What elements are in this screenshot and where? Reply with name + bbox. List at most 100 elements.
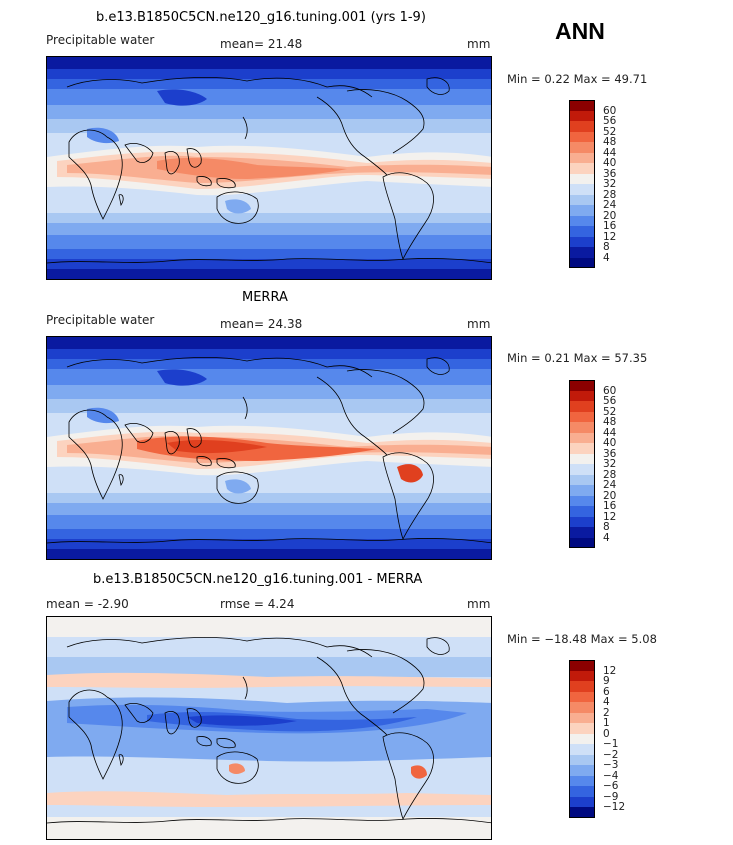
panel-2-map-svg — [47, 337, 491, 559]
colorbar-swatch — [569, 744, 595, 755]
colorbar-tick-label: 8 — [603, 241, 610, 253]
coastline — [216, 751, 259, 784]
warm-pool-44 — [157, 158, 347, 179]
colorbar-tick-label: 52 — [603, 405, 617, 418]
coastline — [316, 656, 366, 718]
colorbar-tick-label: 20 — [603, 209, 617, 222]
coastline — [316, 376, 366, 438]
coastline — [364, 716, 388, 736]
diff-positive-band — [47, 672, 491, 688]
warm-pool-52 — [167, 440, 267, 454]
colorbar-tick-label: 36 — [603, 167, 617, 180]
colorbar-swatch — [569, 485, 595, 496]
colorbar-swatch — [569, 131, 595, 142]
tibet-dry — [157, 369, 207, 386]
coastline — [118, 194, 124, 207]
colorbar-tick-label: 28 — [603, 188, 617, 201]
coastline — [118, 474, 124, 487]
colorbar-tick-label: −3 — [603, 759, 619, 771]
panel-2-field: Precipitable water — [46, 313, 155, 327]
panel-2-title: MERRA — [242, 290, 288, 305]
panel-2-mean: mean= 24.38 — [220, 317, 303, 331]
tibet-dry — [157, 89, 207, 106]
panel-1-mean: mean= 21.48 — [220, 37, 303, 51]
colorbar-swatch — [569, 142, 595, 153]
colorbar-swatch — [569, 712, 595, 723]
colorbar-tick-label: 24 — [603, 479, 617, 491]
panel-2-map — [46, 336, 492, 560]
panel-3-map-svg — [47, 617, 491, 839]
coastline — [68, 129, 123, 220]
panel-3-units: mm — [467, 597, 491, 611]
colorbar-tick-label: 8 — [603, 521, 610, 533]
colorbar-tick-label: 16 — [603, 220, 617, 232]
colorbar-swatch — [569, 173, 595, 184]
colorbar-swatch — [569, 681, 595, 692]
colorbar-swatch — [569, 786, 595, 797]
coastline — [242, 116, 248, 140]
colorbar-swatch — [569, 670, 595, 681]
colorbar-swatch — [569, 796, 595, 807]
coastline — [186, 148, 202, 168]
colorbar-tick-label: 40 — [603, 157, 617, 169]
colorbar-tick-label: 6 — [603, 685, 610, 698]
colorbar-swatch — [569, 163, 595, 174]
colorbar-swatch — [569, 401, 595, 412]
coastline — [346, 89, 425, 154]
colorbar-swatch — [569, 516, 595, 527]
panel-3-rmse: rmse = 4.24 — [220, 597, 295, 611]
colorbar-swatch — [569, 236, 595, 247]
colorbar-tick-label: 16 — [603, 500, 617, 512]
coastline — [68, 409, 123, 500]
colorbar-swatch — [569, 495, 595, 506]
colorbar-swatch — [569, 247, 595, 258]
colorbar-tick-label: 60 — [603, 104, 617, 117]
coastline — [364, 156, 388, 176]
colorbar-tick-label: 60 — [603, 384, 617, 397]
colorbar-tick-label: 48 — [603, 416, 617, 428]
coastline — [124, 703, 180, 735]
diff-arctic — [47, 617, 491, 637]
colorbar-swatch — [569, 215, 595, 226]
panel-1-minmax: Min = 0.22 Max = 49.71 — [507, 72, 648, 86]
coastline — [66, 77, 373, 98]
coastline — [47, 538, 491, 544]
coastline — [426, 357, 450, 375]
coastline — [118, 754, 124, 767]
colorbar-swatch — [569, 691, 595, 702]
colorbar-tick-label: −2 — [603, 748, 619, 761]
coastline — [47, 258, 491, 264]
diff-sam-positive — [411, 765, 427, 779]
colorbar-swatch — [569, 537, 595, 548]
colorbar-tick-label: 1 — [603, 717, 610, 729]
coastline — [426, 637, 450, 655]
panel-1-map-svg — [47, 57, 491, 279]
colorbar-tick-label: 20 — [603, 489, 617, 502]
coastline — [196, 176, 236, 189]
colorbar-swatch — [569, 205, 595, 216]
colorbar-tick-label: 32 — [603, 458, 617, 470]
colorbar-swatch — [569, 506, 595, 517]
colorbar-swatch — [569, 226, 595, 237]
coastline — [124, 423, 180, 455]
coastline — [124, 143, 180, 175]
panel-3-map — [46, 616, 492, 840]
coastline — [364, 436, 388, 456]
coastline — [382, 732, 434, 821]
colorbar-tick-label: 4 — [603, 696, 610, 708]
colorbar-tick-label: 24 — [603, 199, 617, 211]
colorbar-tick-label: −4 — [603, 769, 619, 782]
colorbar-tick-label: 36 — [603, 447, 617, 460]
coastline — [216, 471, 259, 504]
diff-tropics-9 — [187, 715, 297, 726]
colorbar-swatch — [569, 152, 595, 163]
coastline — [186, 428, 202, 448]
panel-1-field: Precipitable water — [46, 33, 155, 47]
colorbar-tick-label: 52 — [603, 125, 617, 138]
colorbar-swatch — [569, 184, 595, 195]
colorbar-swatch — [569, 765, 595, 776]
coastline — [66, 357, 373, 378]
colorbar-swatch — [569, 390, 595, 401]
panel-1-map — [46, 56, 492, 280]
colorbar-swatch — [569, 474, 595, 485]
